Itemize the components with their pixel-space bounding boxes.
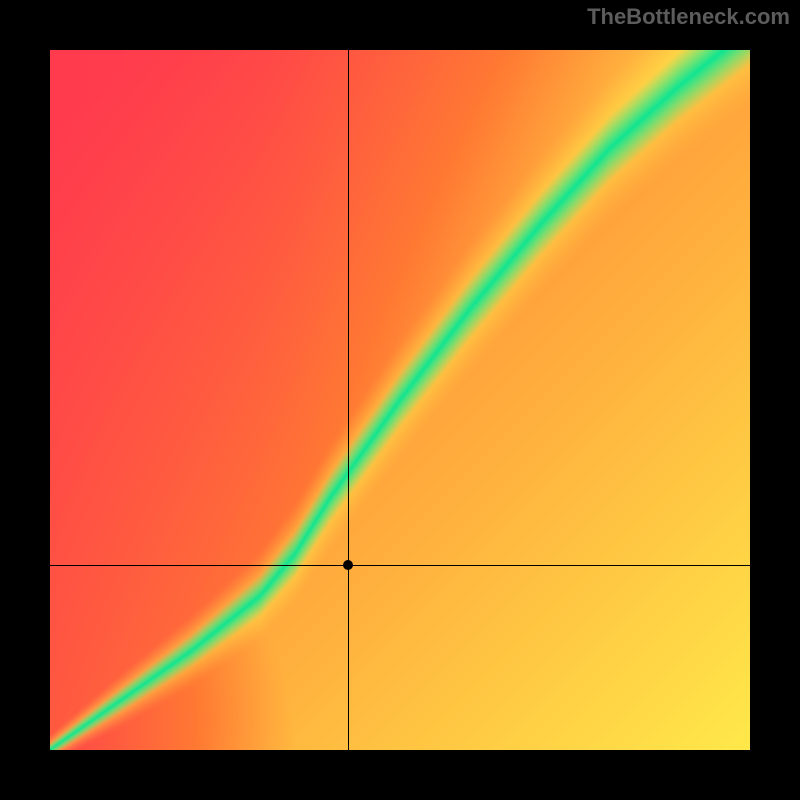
watermark-text: TheBottleneck.com: [587, 4, 790, 30]
crosshair-marker: [343, 560, 353, 570]
crosshair-vertical: [348, 50, 349, 750]
crosshair-horizontal: [50, 565, 750, 566]
heatmap-canvas: [50, 50, 750, 750]
heatmap-plot: [50, 50, 750, 750]
